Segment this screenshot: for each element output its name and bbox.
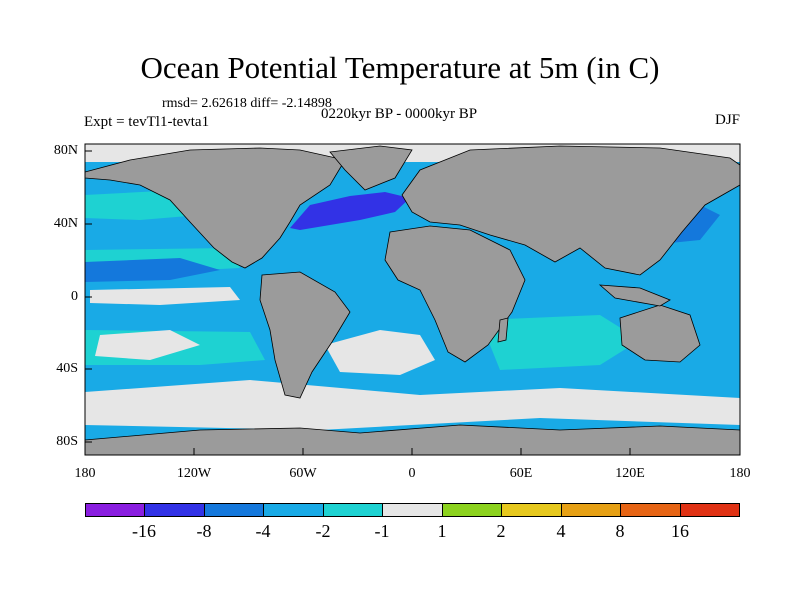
colorbar-segment <box>323 504 384 516</box>
x-axis-label: 180 <box>74 466 96 481</box>
period-label: 0220kyr BP - 0000kyr BP <box>321 106 478 122</box>
anomaly-indian-ocean <box>480 315 640 370</box>
anomaly-north-atlantic <box>290 192 410 230</box>
x-axis-label: 60W <box>289 466 317 481</box>
y-axis-label: 0 <box>71 289 78 304</box>
colorbar-label: 8 <box>615 521 625 541</box>
x-axis-label: 120E <box>615 466 645 481</box>
colorbar-segment <box>680 504 739 516</box>
neutral-southern-ocean <box>85 380 740 430</box>
land-north-america <box>85 147 346 269</box>
colorbar-segment <box>442 504 503 516</box>
neutral-equatorial-pacific <box>90 287 240 305</box>
colorbar-segment <box>621 504 681 516</box>
colorbar-segment <box>383 504 443 516</box>
y-axis-label: 40N <box>53 216 78 231</box>
y-axis-label: 80S <box>56 434 78 449</box>
colorbar-label: -4 <box>255 521 271 541</box>
land-eurasia <box>401 145 740 276</box>
x-axis-label: 0 <box>408 466 416 481</box>
colorbar-label: -8 <box>196 521 212 541</box>
y-axis-label: 40S <box>56 361 78 376</box>
colorbar-segment <box>204 504 265 516</box>
axis-ticks <box>84 150 741 455</box>
x-axis-label: 120W <box>176 466 212 481</box>
map-area <box>85 144 740 455</box>
colorbar <box>85 503 740 517</box>
land-africa <box>384 225 526 363</box>
colorbar-segment <box>264 504 324 516</box>
colorbar-label: -16 <box>132 521 156 541</box>
land-australia <box>619 304 701 363</box>
colorbar-segment <box>86 504 146 516</box>
land-south-america <box>259 271 351 399</box>
land-masses <box>85 145 740 455</box>
neutral-south-pacific <box>95 330 200 360</box>
land-maritime-continent <box>598 284 671 307</box>
colorbar-label: 16 <box>671 521 689 541</box>
colorbar-segment <box>561 504 622 516</box>
land-greenland <box>329 145 413 191</box>
colorbar-segment <box>502 504 562 516</box>
x-axis-label: 180 <box>729 466 751 481</box>
land-antarctica <box>85 424 740 455</box>
neutral-south-atlantic <box>325 330 435 375</box>
colorbar-label: 2 <box>496 521 506 541</box>
anomaly-dark-blue-pacific <box>85 258 220 282</box>
y-axis-label: 80N <box>53 143 78 158</box>
stats-text: rmsd= 2.62618 diff= -2.14898 <box>162 96 332 111</box>
map-title: Ocean Potential Temperature at 5m (in C) <box>140 50 660 85</box>
colorbar-label: -1 <box>374 521 390 541</box>
experiment-label: Expt = tevTl1-tevta1 <box>84 114 210 130</box>
land-madagascar <box>497 317 509 343</box>
colorbar-label: 1 <box>437 521 447 541</box>
colorbar-label: -2 <box>315 521 331 541</box>
colorbar-label: 4 <box>556 521 566 541</box>
season-label: DJF <box>714 112 740 128</box>
colorbar-segment <box>145 504 205 516</box>
x-axis-label: 60E <box>509 466 533 481</box>
